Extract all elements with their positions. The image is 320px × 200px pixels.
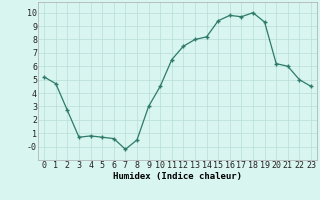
X-axis label: Humidex (Indice chaleur): Humidex (Indice chaleur): [113, 172, 242, 181]
